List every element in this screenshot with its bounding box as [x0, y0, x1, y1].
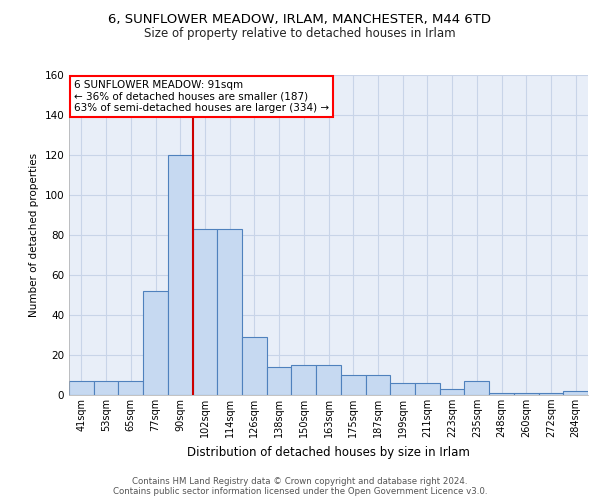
Y-axis label: Number of detached properties: Number of detached properties: [29, 153, 39, 317]
Bar: [292, 365, 316, 395]
Bar: [390, 383, 415, 395]
Text: 6, SUNFLOWER MEADOW, IRLAM, MANCHESTER, M44 6TD: 6, SUNFLOWER MEADOW, IRLAM, MANCHESTER, …: [109, 12, 491, 26]
Bar: [193, 229, 217, 395]
Bar: [143, 291, 168, 395]
Bar: [242, 337, 267, 395]
Bar: [539, 393, 563, 395]
Bar: [464, 381, 489, 395]
Bar: [563, 391, 588, 395]
Bar: [415, 383, 440, 395]
Bar: [489, 393, 514, 395]
Bar: [217, 229, 242, 395]
Text: 6 SUNFLOWER MEADOW: 91sqm
← 36% of detached houses are smaller (187)
63% of semi: 6 SUNFLOWER MEADOW: 91sqm ← 36% of detac…: [74, 80, 329, 113]
Bar: [514, 393, 539, 395]
Bar: [267, 367, 292, 395]
Bar: [118, 381, 143, 395]
Bar: [168, 155, 193, 395]
Bar: [341, 375, 365, 395]
Bar: [94, 381, 118, 395]
Bar: [316, 365, 341, 395]
Text: Contains HM Land Registry data © Crown copyright and database right 2024.: Contains HM Land Registry data © Crown c…: [132, 477, 468, 486]
Text: Contains public sector information licensed under the Open Government Licence v3: Contains public sector information licen…: [113, 487, 487, 496]
Bar: [69, 381, 94, 395]
X-axis label: Distribution of detached houses by size in Irlam: Distribution of detached houses by size …: [187, 446, 470, 458]
Bar: [440, 389, 464, 395]
Text: Size of property relative to detached houses in Irlam: Size of property relative to detached ho…: [144, 28, 456, 40]
Bar: [365, 375, 390, 395]
